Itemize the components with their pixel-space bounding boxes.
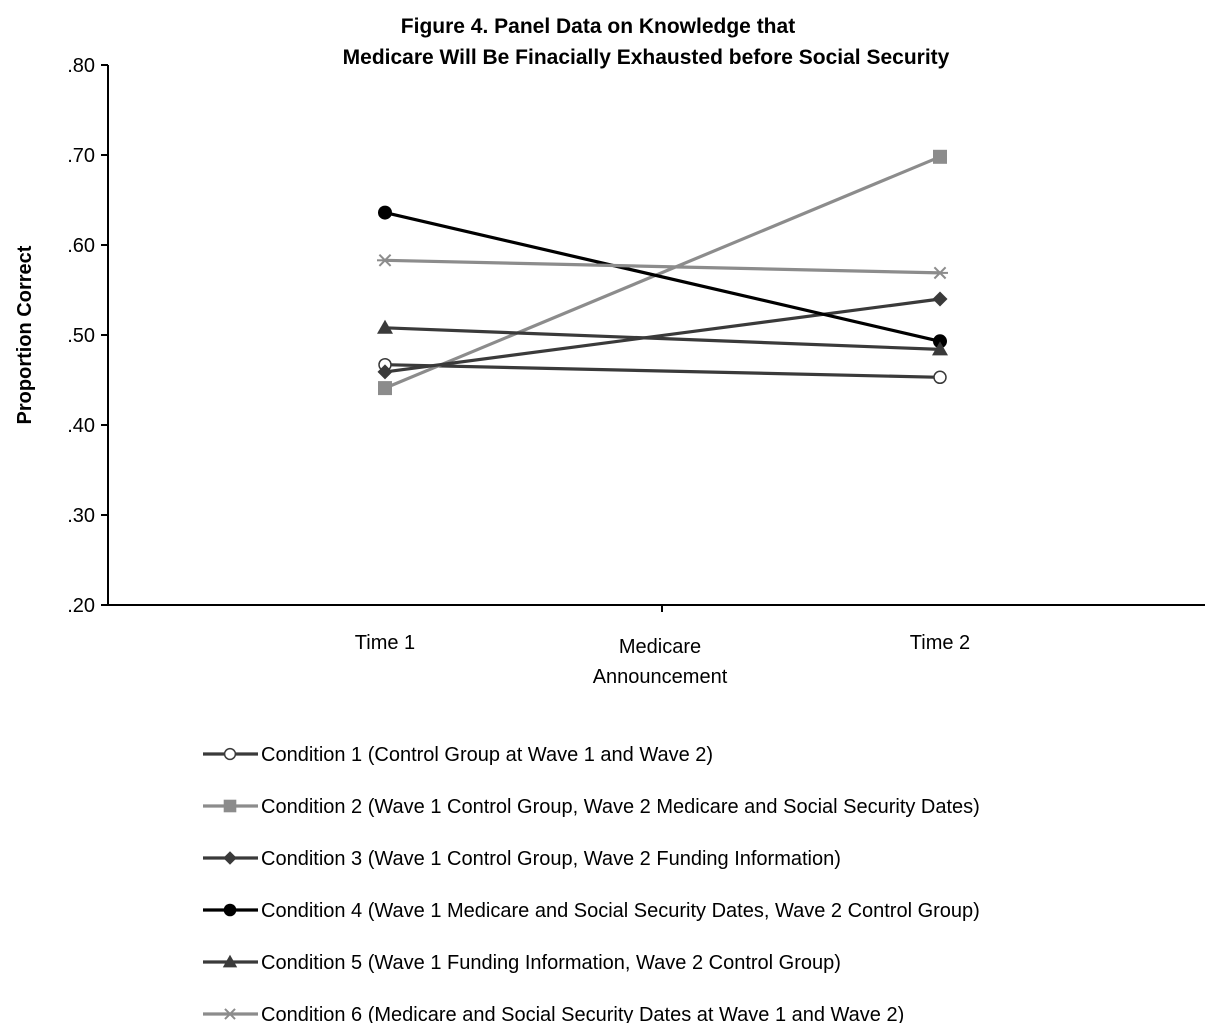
data-point-condition-5 — [377, 319, 393, 334]
y-axis-label: Proportion Correct — [14, 245, 36, 424]
data-point-condition-3 — [932, 291, 948, 307]
legend-marker — [223, 903, 237, 917]
x-middle-label: Announcement — [593, 666, 728, 688]
legend-label: Condition 6 (Medicare and Social Securit… — [261, 1004, 904, 1023]
series-markers — [377, 149, 948, 396]
legend-item: Condition 4 (Wave 1 Medicare and Social … — [203, 900, 980, 922]
legend-marker — [222, 954, 238, 968]
legend-item: Condition 1 (Control Group at Wave 1 and… — [203, 744, 713, 766]
legend-marker — [223, 799, 237, 813]
y-tick-label: .20 — [67, 595, 95, 617]
asterisk-stroke — [378, 253, 392, 267]
legend: Condition 1 (Control Group at Wave 1 and… — [203, 744, 980, 1023]
data-point-condition-6 — [932, 266, 948, 280]
y-tick-label: .80 — [67, 55, 95, 77]
data-point-condition-4 — [378, 205, 392, 220]
x-tick-labels: Time 1 Time 2 Medicare Announcement — [355, 632, 970, 688]
series-line-condition-5 — [384, 326, 941, 351]
legend-marker — [223, 747, 237, 761]
data-point-condition-5 — [932, 341, 948, 356]
series-line-condition-1 — [384, 363, 941, 379]
chart-title: Figure 4. Panel Data on Knowledge that — [401, 15, 795, 38]
data-point-condition-2 — [378, 381, 392, 396]
axes — [101, 64, 1205, 612]
chart-subtitle: Medicare Will Be Finacially Exhausted be… — [343, 46, 950, 69]
asterisk-stroke — [933, 266, 947, 280]
legend-marker — [222, 1008, 238, 1020]
legend-label: Condition 1 (Control Group at Wave 1 and… — [261, 744, 713, 766]
y-tick-label: .60 — [67, 235, 95, 257]
legend-label: Condition 2 (Wave 1 Control Group, Wave … — [261, 796, 980, 818]
data-point-condition-4 — [933, 334, 947, 349]
legend-marker — [223, 851, 237, 865]
legend-item: Condition 6 (Medicare and Social Securit… — [203, 1004, 904, 1023]
y-tick-label: .40 — [67, 415, 95, 437]
series-line-condition-4 — [384, 211, 941, 343]
x-tick-label: Time 1 — [355, 632, 415, 654]
legend-item: Condition 5 (Wave 1 Funding Information,… — [203, 952, 841, 974]
series-line-condition-6 — [384, 258, 941, 275]
data-point-condition-3 — [377, 364, 393, 380]
data-point-condition-2 — [933, 149, 947, 164]
y-tick-label: .70 — [67, 145, 95, 167]
series-line-condition-2 — [384, 155, 941, 390]
y-tick-label: .50 — [67, 325, 95, 347]
series-lines — [384, 155, 941, 390]
x-middle-label: Medicare — [619, 636, 701, 658]
y-tick-labels: .80 .70 .60 .50 .40 .30 .20 — [67, 55, 95, 617]
series-line-condition-3 — [384, 297, 941, 374]
legend-label: Condition 4 (Wave 1 Medicare and Social … — [261, 900, 980, 922]
data-point-condition-1 — [933, 370, 947, 385]
legend-item: Condition 3 (Wave 1 Control Group, Wave … — [203, 848, 841, 870]
asterisk-stroke — [224, 1008, 236, 1020]
y-tick-label: .30 — [67, 505, 95, 527]
legend-label: Condition 5 (Wave 1 Funding Information,… — [261, 952, 841, 974]
legend-label: Condition 3 (Wave 1 Control Group, Wave … — [261, 848, 841, 870]
legend-item: Condition 2 (Wave 1 Control Group, Wave … — [203, 796, 980, 818]
x-tick-label: Time 2 — [910, 632, 970, 654]
data-point-condition-6 — [377, 253, 393, 267]
